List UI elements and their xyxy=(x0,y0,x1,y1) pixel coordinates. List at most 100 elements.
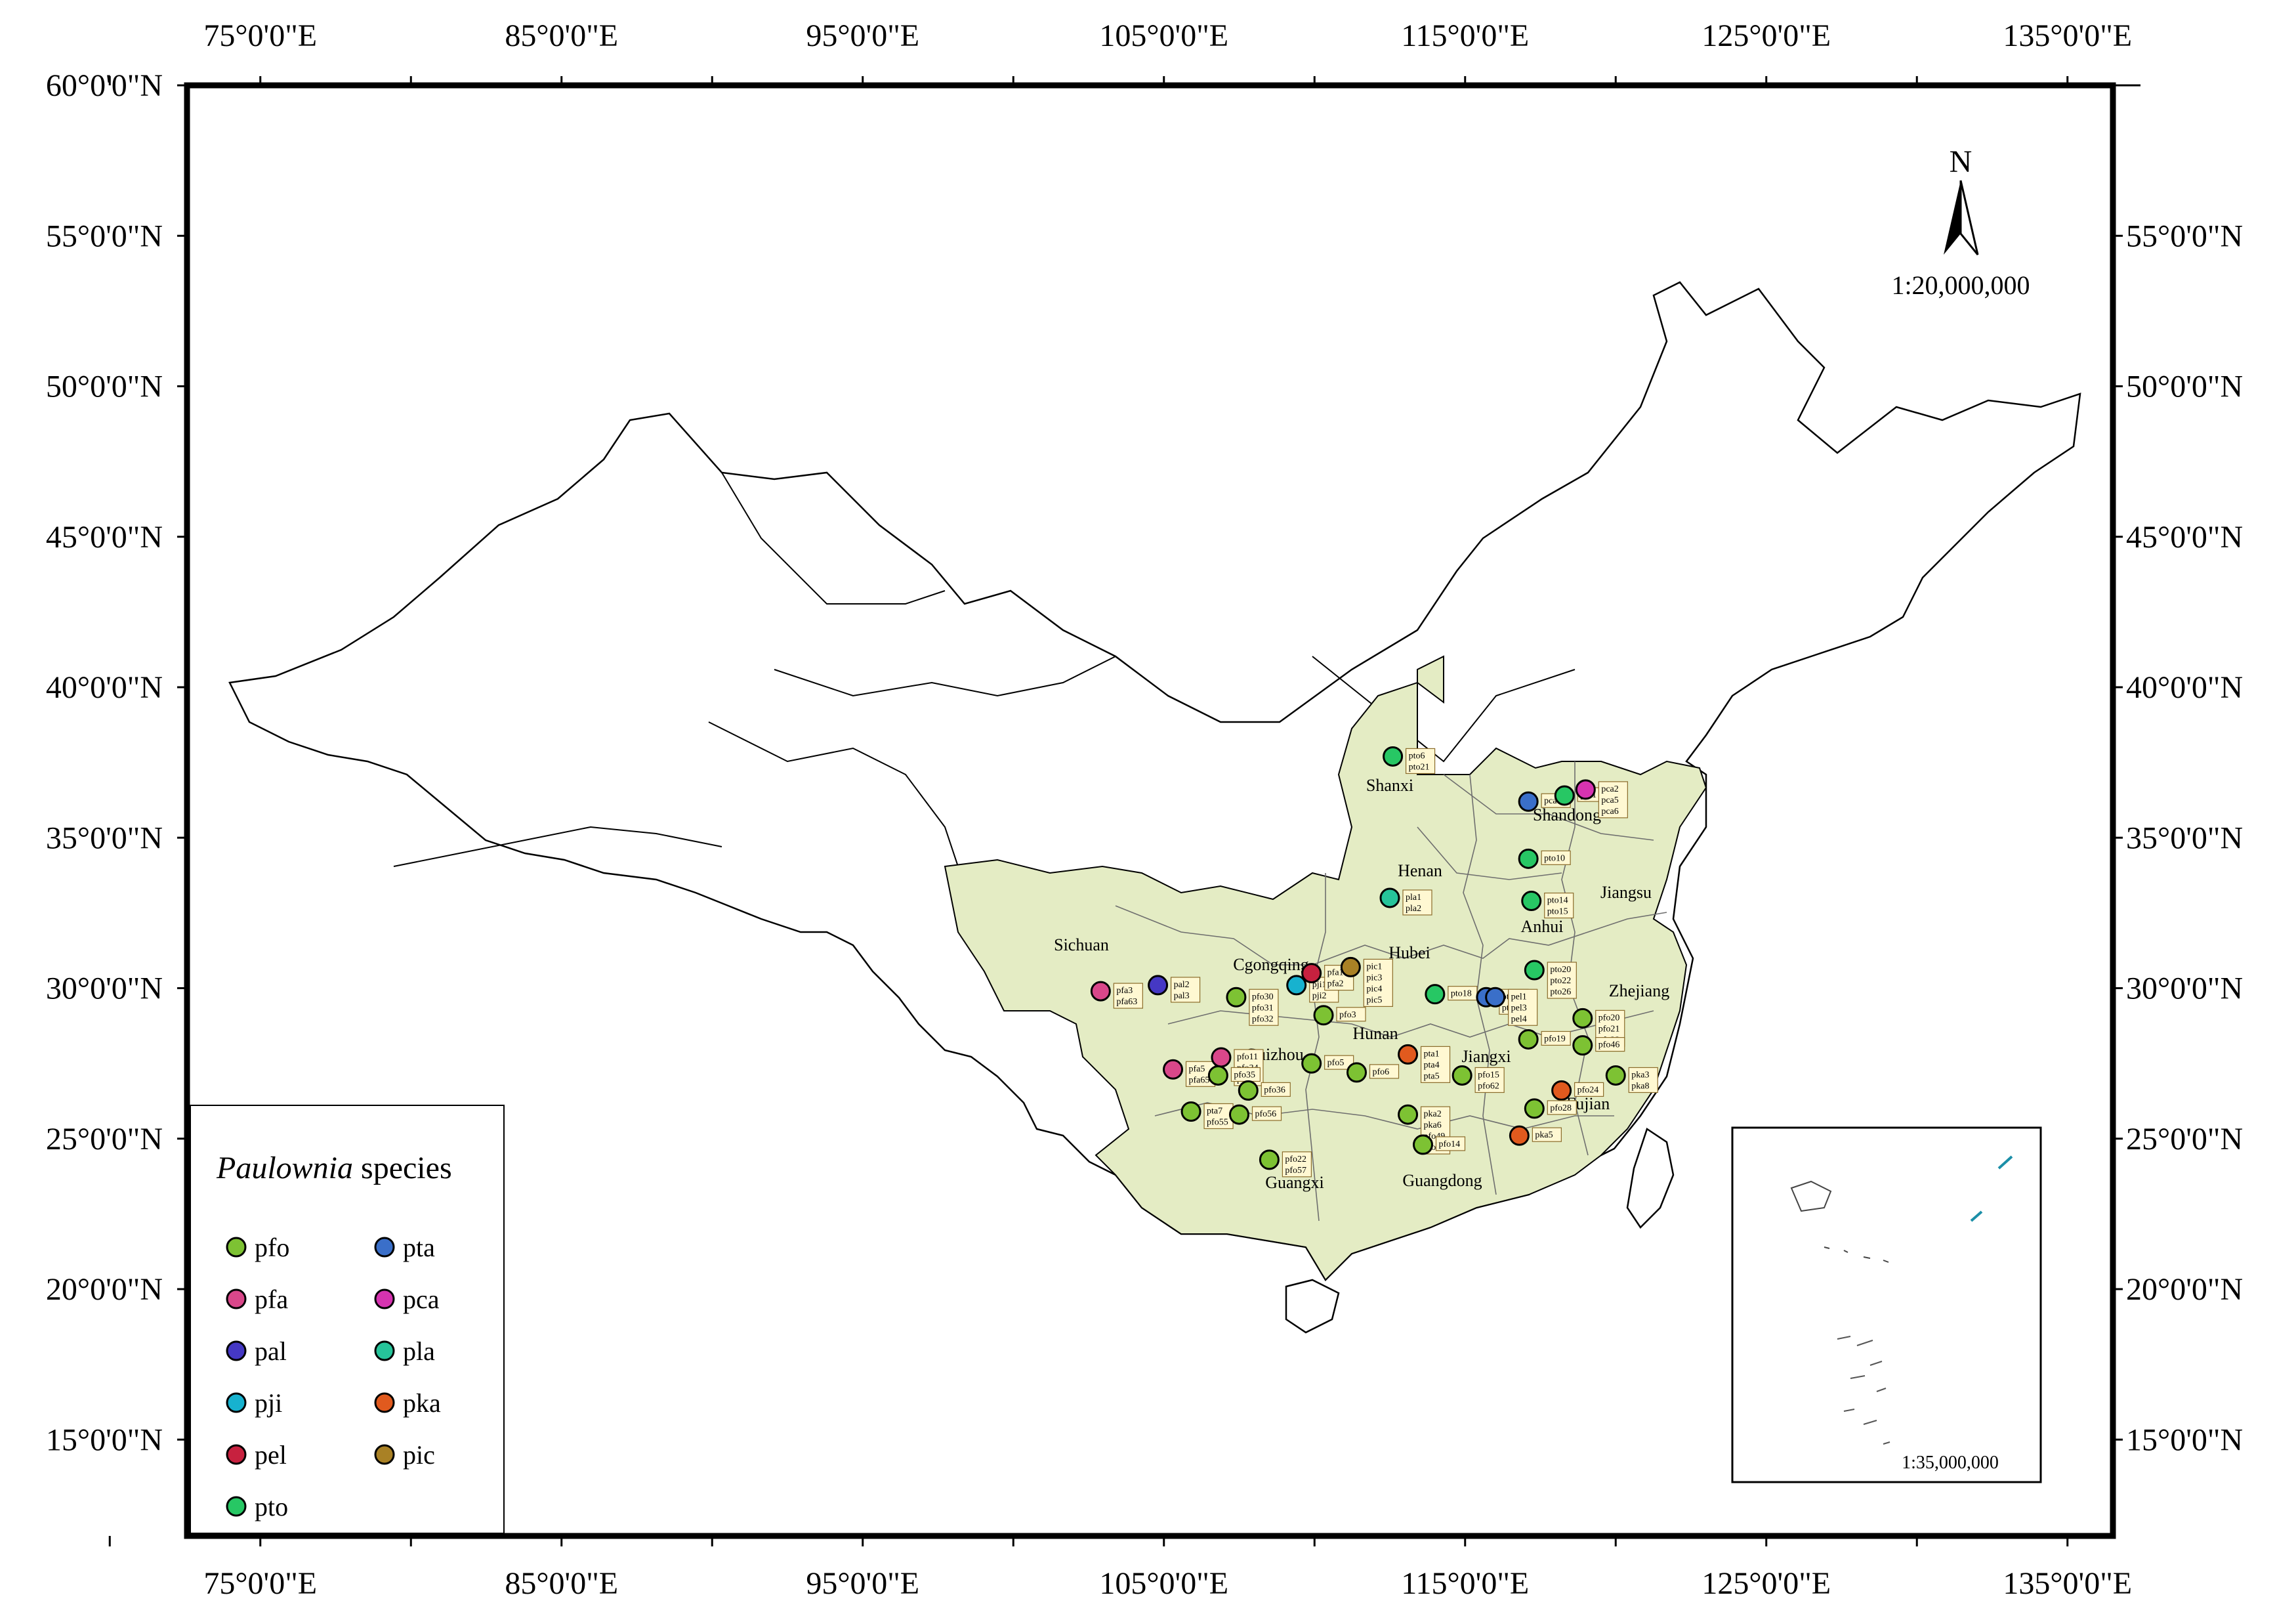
site-label: pfo46 xyxy=(1598,1040,1620,1050)
site-point xyxy=(1259,1149,1280,1170)
province-label: Cgongqing xyxy=(1233,955,1309,974)
site-label: pal3 xyxy=(1174,991,1190,1001)
site-label: pfo28 xyxy=(1550,1103,1572,1113)
site-point xyxy=(1286,975,1307,996)
lon-label-top: 85°0'0"E xyxy=(505,18,618,53)
site-marker: pfo36 xyxy=(1238,1080,1291,1101)
site-label: pla2 xyxy=(1406,904,1421,914)
site-label: pfo15 xyxy=(1478,1070,1499,1080)
site-marker: pfo5 xyxy=(1301,1053,1354,1074)
site-label: pta1 xyxy=(1424,1049,1440,1059)
inset-map: 1:35,000,000 xyxy=(1731,1126,2042,1483)
site-label: pfo24 xyxy=(1577,1085,1599,1095)
site-label: pfo20 xyxy=(1598,1013,1620,1023)
site-label-box xyxy=(1595,1037,1625,1052)
site-label: pka3 xyxy=(1631,1070,1649,1080)
site-label: pfo56 xyxy=(1255,1109,1277,1119)
site-point xyxy=(1412,1134,1433,1155)
province-label: Jiangxi xyxy=(1461,1047,1511,1066)
site-point xyxy=(1313,1005,1334,1026)
legend-item: pel xyxy=(226,1440,287,1470)
site-label: pto14 xyxy=(1547,896,1568,906)
site-label-box xyxy=(1261,1082,1291,1097)
site-point xyxy=(1509,1125,1530,1146)
site-label-box xyxy=(1508,989,1538,1026)
site-point xyxy=(1090,981,1111,1002)
site-label: pfo30 xyxy=(1252,992,1274,1002)
site-point xyxy=(1226,987,1247,1008)
legend-label: pal xyxy=(255,1336,287,1366)
taiwan-island xyxy=(1626,1128,1675,1229)
lat-label-left: 45°0'0"N xyxy=(46,520,163,555)
site-label-box xyxy=(1405,748,1436,775)
site-label-box xyxy=(1420,1046,1451,1083)
legend-item: pfa xyxy=(226,1285,288,1314)
site-marker: pca2 pca5 pca6 xyxy=(1575,779,1628,819)
site-label-box xyxy=(1544,892,1574,919)
site-label: pta4 xyxy=(1424,1060,1440,1070)
site-point xyxy=(1425,984,1446,1005)
lat-label-left: 60°0'0"N xyxy=(46,68,163,103)
province-label: Zhejiang xyxy=(1609,981,1669,1000)
site-marker: pfo28 xyxy=(1524,1098,1577,1119)
legend-item: pca xyxy=(374,1285,440,1314)
site-point xyxy=(1340,956,1361,977)
site-label: pel3 xyxy=(1511,1003,1527,1013)
site-label-box xyxy=(1336,1007,1366,1022)
site-marker: pfo56 xyxy=(1229,1104,1282,1125)
site-label: pto6 xyxy=(1409,751,1425,761)
site-label: pfo3 xyxy=(1339,1010,1356,1020)
site-label-box xyxy=(1324,1055,1354,1070)
site-label: pfo62 xyxy=(1478,1081,1499,1091)
site-label-box xyxy=(1282,1151,1312,1178)
site-label: pto18 xyxy=(1451,989,1472,999)
sample-sites: pto6pto21pca1pto1pca2pca5pca6pto10pla1pl… xyxy=(1090,746,1658,1178)
site-marker: pka5 xyxy=(1509,1125,1562,1146)
site-label: pka2 xyxy=(1424,1109,1442,1119)
site-label-box xyxy=(1251,1106,1282,1121)
legend-swatch xyxy=(226,1340,247,1361)
legend-swatch xyxy=(374,1237,395,1258)
site-label: pfo57 xyxy=(1285,1166,1306,1176)
legend-swatch xyxy=(226,1444,247,1465)
site-label-box xyxy=(1363,958,1393,1008)
lat-label-right: 20°0'0"N xyxy=(2126,1272,2243,1307)
province-label: Henan xyxy=(1398,861,1442,880)
site-point xyxy=(1379,887,1400,908)
site-label: pta7 xyxy=(1207,1106,1222,1116)
site-point xyxy=(1572,1008,1593,1029)
site-label: pfo31 xyxy=(1252,1003,1274,1013)
site-label: pfo6 xyxy=(1373,1067,1390,1077)
legend-item: pto xyxy=(226,1492,288,1521)
site-label: pji2 xyxy=(1312,991,1327,1001)
legend-swatch xyxy=(374,1340,395,1361)
lat-label-left: 40°0'0"N xyxy=(46,670,163,705)
hainan-island xyxy=(1285,1279,1340,1334)
site-label: pca2 xyxy=(1601,784,1618,794)
site-label-box xyxy=(1435,1136,1466,1151)
lat-label-right: 15°0'0"N xyxy=(2126,1422,2243,1457)
site-label: pto15 xyxy=(1547,907,1568,917)
lon-label-top: 115°0'0"E xyxy=(1401,18,1529,53)
north-arrow-label: N xyxy=(1950,144,1972,179)
site-label: pic3 xyxy=(1366,973,1382,983)
lon-label-top: 75°0'0"E xyxy=(203,18,317,53)
province-label: Shandong xyxy=(1533,805,1601,824)
site-label: pfo35 xyxy=(1234,1070,1255,1080)
site-label-box xyxy=(1170,977,1201,1003)
site-label: pic1 xyxy=(1366,962,1382,971)
site-label-box xyxy=(1541,850,1571,865)
site-label: pel1 xyxy=(1511,992,1527,1002)
interior-boundaries xyxy=(393,472,1576,867)
site-point xyxy=(1398,1044,1419,1065)
legend-label: pto xyxy=(255,1492,288,1521)
site-point xyxy=(1575,779,1596,800)
lat-label-left: 30°0'0"N xyxy=(46,971,163,1006)
lon-label-top: 95°0'0"E xyxy=(806,18,919,53)
site-label: pic4 xyxy=(1366,984,1382,994)
site-label: pfa65 xyxy=(1189,1075,1210,1085)
site-point xyxy=(1518,1029,1539,1050)
